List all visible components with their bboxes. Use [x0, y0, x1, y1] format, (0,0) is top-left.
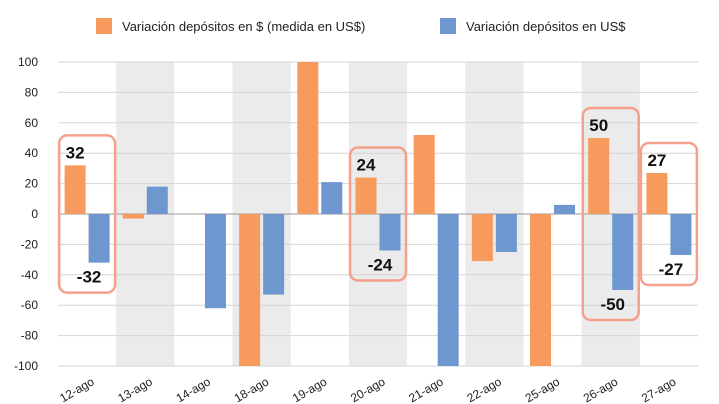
x-tick-label: 26-ago — [581, 374, 621, 404]
y-tick-label: 40 — [25, 146, 39, 160]
y-tick-label: -100 — [14, 359, 38, 373]
bar-dolares-27-ago — [670, 214, 692, 256]
x-tick-label: 21-ago — [406, 374, 446, 404]
legend-swatch-pesos — [96, 18, 112, 34]
legend-label-pesos: Variación depósitos en $ (medida en US$) — [122, 18, 366, 34]
bar-pesos-20-ago — [355, 177, 377, 214]
highlight-box-20-ago — [348, 146, 408, 282]
bar-pesos-22-ago — [471, 214, 493, 262]
x-tick-label: 18-ago — [232, 374, 272, 404]
data-label-pesos-26-ago: 50 — [589, 116, 608, 135]
bar-pesos-25-ago — [530, 214, 552, 366]
y-tick-label: 20 — [25, 177, 39, 191]
y-tick-label: 80 — [25, 85, 39, 99]
legend: Variación depósitos en $ (medida en US$)… — [0, 14, 719, 38]
data-label-pesos-20-ago: 24 — [357, 156, 376, 175]
x-tick-label: 22-ago — [464, 374, 504, 404]
legend-item-pesos: Variación depósitos en $ (medida en US$) — [96, 14, 365, 38]
bar-dolares-20-ago — [379, 214, 401, 251]
bar-pesos-27-ago — [646, 172, 668, 214]
data-label-dolares-20-ago: -24 — [368, 255, 393, 274]
bar-pesos-12-ago — [64, 165, 86, 214]
y-tick-label: 60 — [25, 116, 39, 130]
y-tick-label: -80 — [21, 329, 39, 343]
y-tick-label: -60 — [21, 298, 39, 312]
x-tick-label: 12-ago — [57, 374, 97, 404]
bar-dolares-21-ago — [437, 214, 459, 366]
data-label-pesos-27-ago: 27 — [647, 151, 666, 170]
bar-dolares-13-ago — [146, 186, 168, 214]
y-tick-label: 100 — [18, 55, 38, 69]
y-tick-label: -40 — [21, 268, 39, 282]
y-tick-label: -20 — [21, 237, 39, 251]
data-label-dolares-26-ago: -50 — [600, 295, 625, 314]
y-tick-label: 0 — [31, 207, 38, 221]
legend-label-dolares: Variación depósitos en US$ — [466, 18, 626, 34]
bar-pesos-13-ago — [122, 214, 144, 219]
bar-pesos-18-ago — [239, 214, 261, 366]
x-tick-label: 14-ago — [174, 374, 214, 404]
bar-dolares-14-ago — [204, 214, 226, 309]
data-label-dolares-12-ago: -32 — [77, 268, 102, 287]
highlight-box-12-ago — [57, 134, 117, 294]
x-tick-label: 27-ago — [639, 374, 679, 404]
x-tick-label: 20-ago — [348, 374, 388, 404]
legend-swatch-dolares — [440, 18, 456, 34]
legend-item-dolares: Variación depósitos en US$ — [440, 14, 625, 38]
bar-dolares-19-ago — [321, 182, 343, 214]
data-label-pesos-12-ago: 32 — [66, 143, 85, 162]
bar-dolares-26-ago — [612, 214, 634, 290]
bar-dolares-25-ago — [554, 204, 576, 214]
data-label-dolares-27-ago: -27 — [659, 260, 684, 279]
x-tick-label: 13-ago — [115, 374, 155, 404]
x-tick-label: 19-ago — [290, 374, 330, 404]
bar-dolares-12-ago — [88, 214, 110, 263]
bar-dolares-18-ago — [263, 214, 285, 295]
x-tick-label: 25-ago — [523, 374, 563, 404]
bar-pesos-21-ago — [413, 134, 435, 214]
highlight-box-27-ago — [639, 141, 699, 287]
highlight-box-26-ago — [581, 106, 640, 322]
bar-pesos-26-ago — [588, 138, 610, 214]
bar-dolares-22-ago — [495, 214, 517, 252]
bar-pesos-19-ago — [297, 62, 319, 214]
